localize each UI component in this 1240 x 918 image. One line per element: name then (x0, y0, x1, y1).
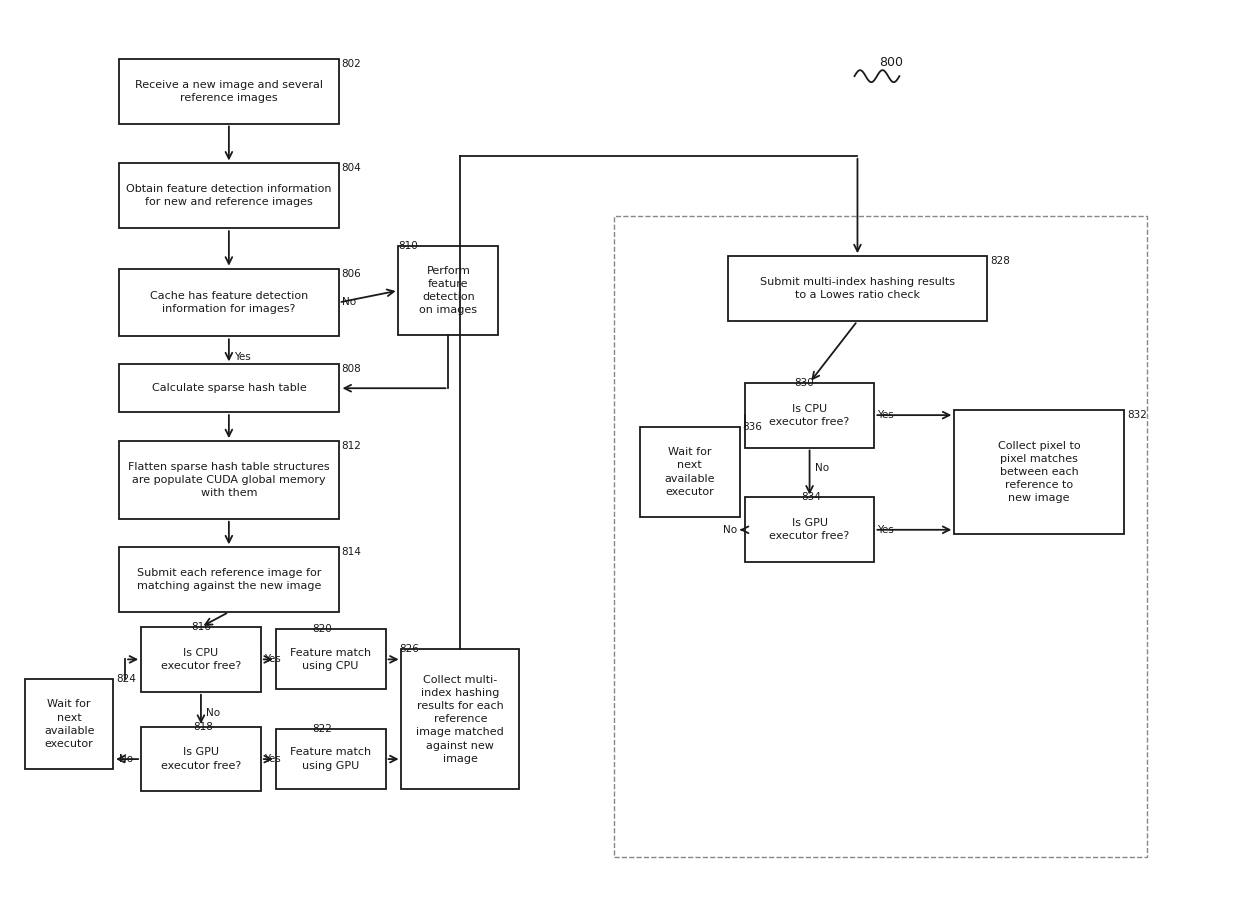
Text: 800: 800 (879, 56, 904, 69)
Text: Obtain feature detection information
for new and reference images: Obtain feature detection information for… (126, 185, 331, 207)
Text: 832: 832 (1127, 409, 1147, 420)
FancyBboxPatch shape (728, 256, 987, 321)
Text: Is CPU
executor free?: Is CPU executor free? (770, 404, 849, 427)
FancyBboxPatch shape (119, 364, 339, 412)
Text: Feature match
using CPU: Feature match using CPU (290, 648, 371, 671)
Text: Is GPU
executor free?: Is GPU executor free? (770, 518, 849, 542)
Text: 822: 822 (312, 724, 332, 734)
FancyBboxPatch shape (275, 630, 386, 689)
Text: Yes: Yes (878, 525, 894, 535)
Text: Flatten sparse hash table structures
are populate CUDA global memory
with them: Flatten sparse hash table structures are… (128, 462, 330, 498)
Text: Yes: Yes (264, 754, 280, 764)
Text: 806: 806 (342, 269, 361, 278)
Text: 816: 816 (191, 622, 211, 632)
Text: 810: 810 (398, 241, 418, 251)
Text: 828: 828 (991, 256, 1011, 266)
FancyBboxPatch shape (640, 427, 740, 517)
Text: 830: 830 (795, 377, 815, 387)
Text: Wait for
next
available
executor: Wait for next available executor (43, 700, 94, 749)
Text: 824: 824 (117, 675, 136, 684)
FancyBboxPatch shape (402, 649, 520, 789)
Text: 818: 818 (193, 722, 213, 732)
FancyBboxPatch shape (119, 59, 339, 124)
FancyBboxPatch shape (275, 729, 386, 789)
Text: Collect multi-
index hashing
results for each
reference
image matched
against ne: Collect multi- index hashing results for… (417, 675, 505, 764)
Text: 804: 804 (342, 163, 361, 174)
Text: Collect pixel to
pixel matches
between each
reference to
new image: Collect pixel to pixel matches between e… (998, 441, 1080, 503)
FancyBboxPatch shape (141, 727, 260, 791)
Text: 808: 808 (342, 364, 361, 375)
Text: Perform
feature
detection
on images: Perform feature detection on images (419, 265, 477, 315)
Text: 834: 834 (801, 492, 821, 502)
FancyBboxPatch shape (398, 246, 498, 335)
FancyBboxPatch shape (25, 679, 113, 769)
Text: Calculate sparse hash table: Calculate sparse hash table (151, 383, 306, 393)
Text: Cache has feature detection
information for images?: Cache has feature detection information … (150, 291, 308, 314)
Text: No: No (342, 297, 356, 308)
FancyBboxPatch shape (119, 441, 339, 519)
FancyBboxPatch shape (119, 163, 339, 229)
Text: 802: 802 (342, 59, 361, 69)
Text: Receive a new image and several
reference images: Receive a new image and several referenc… (135, 80, 322, 103)
Text: 820: 820 (312, 624, 332, 634)
Text: 814: 814 (342, 547, 362, 557)
Text: No: No (206, 708, 219, 718)
Text: No: No (815, 464, 828, 474)
Text: No: No (723, 525, 737, 535)
FancyBboxPatch shape (119, 547, 339, 612)
FancyBboxPatch shape (955, 409, 1123, 534)
Text: Is CPU
executor free?: Is CPU executor free? (161, 648, 241, 671)
Text: Submit each reference image for
matching against the new image: Submit each reference image for matching… (136, 568, 321, 591)
Text: 826: 826 (399, 644, 419, 655)
FancyBboxPatch shape (745, 383, 874, 448)
Text: Submit multi-index hashing results
to a Lowes ratio check: Submit multi-index hashing results to a … (760, 277, 955, 300)
FancyBboxPatch shape (745, 498, 874, 562)
Text: Yes: Yes (264, 655, 280, 665)
Text: Yes: Yes (878, 410, 894, 420)
Text: Yes: Yes (234, 353, 250, 363)
Text: No: No (119, 754, 133, 764)
FancyBboxPatch shape (141, 627, 260, 692)
Text: Is GPU
executor free?: Is GPU executor free? (161, 747, 241, 771)
Text: Wait for
next
available
executor: Wait for next available executor (665, 447, 715, 497)
Text: 812: 812 (342, 441, 362, 451)
Text: 836: 836 (743, 422, 763, 432)
FancyBboxPatch shape (119, 269, 339, 336)
Text: Feature match
using GPU: Feature match using GPU (290, 747, 371, 771)
